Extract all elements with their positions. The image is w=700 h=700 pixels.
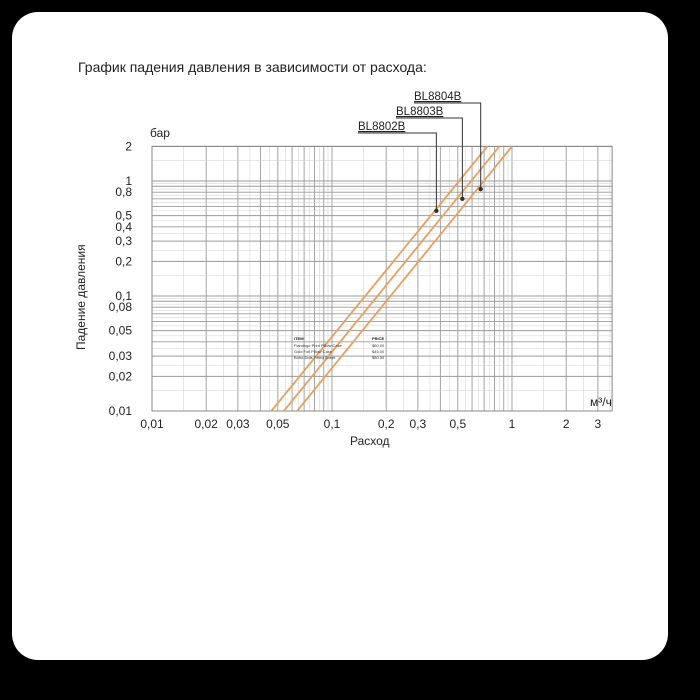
table-row-price: $80.00 <box>372 355 385 360</box>
x-axis-label: Расход <box>350 434 390 448</box>
leader-line <box>414 102 482 190</box>
y-tick-label: 1 <box>125 174 132 188</box>
chart-title: График падения давления в зависимости от… <box>78 59 427 75</box>
series-label: BL8802B <box>358 121 406 133</box>
x-tick-label: 0,02 <box>195 417 219 431</box>
series-line-BL8803B <box>283 145 500 412</box>
x-tick-label: 0,05 <box>266 417 290 431</box>
x-tick-label: 0,01 <box>140 417 164 431</box>
x-tick-label: 0,3 <box>410 417 427 431</box>
x-unit: м³/ч <box>590 395 612 409</box>
table-row-price: $45.00 <box>372 349 385 354</box>
y-tick-label: 0,8 <box>115 185 132 199</box>
series-line-BL8804B <box>296 145 513 412</box>
y-tick-label: 0,05 <box>109 324 133 338</box>
table-row-item: Boho Dots Fitted Sheet <box>294 355 336 360</box>
table-row-item: Flamingo Print Pillow Case <box>294 343 343 348</box>
series-line-BL8802B <box>270 145 489 412</box>
x-tick-label: 0,5 <box>449 417 466 431</box>
table-row-item: Gold Foil Pillow Case <box>294 349 333 354</box>
x-tick-label: 3 <box>595 417 602 431</box>
y-unit: бар <box>150 126 170 140</box>
series-marker <box>478 186 483 192</box>
leader-line <box>396 117 463 199</box>
table-row-price: $60.00 <box>372 343 385 348</box>
series-marker <box>460 196 465 202</box>
grid <box>151 145 613 412</box>
x-tick-label: 2 <box>563 417 570 431</box>
x-tick-label: 0,2 <box>378 417 395 431</box>
tick-labels: 0,01 0,02 0,03 0,05 0,1 0,2 0,3 0,5 1 2 3210,80,50… <box>109 139 602 431</box>
y-tick-label: 0,4 <box>115 220 132 234</box>
series-lines: BL8802B BL8803B BL8804B <box>270 91 513 412</box>
y-tick-label: 0,5 <box>115 209 132 223</box>
x-tick-label: 0,03 <box>226 417 250 431</box>
y-tick-label: 0,1 <box>115 289 132 303</box>
x-tick-label: 0,1 <box>324 417 341 431</box>
series-marker <box>434 208 439 214</box>
x-tick-label: 1 <box>509 417 516 431</box>
y-tick-label: 0,03 <box>109 349 133 363</box>
plot-frame <box>151 145 613 412</box>
y-tick-label: 0,08 <box>109 300 133 314</box>
series-label: BL8803B <box>396 106 444 118</box>
y-tick-label: 2 <box>125 139 132 153</box>
series-label: BL8804B <box>414 91 462 103</box>
y-axis-label: Падение давления <box>74 244 88 350</box>
table-header-price: PRICE <box>372 336 385 341</box>
overlay-table: ITEM PRICE Flamingo Print Pillow Case $6… <box>294 336 385 360</box>
table-header-item: ITEM <box>294 336 304 341</box>
y-tick-label: 0,2 <box>115 254 132 268</box>
y-tick-label: 0,01 <box>109 404 133 418</box>
y-tick-label: 0,3 <box>115 234 132 248</box>
leader-line <box>358 132 437 211</box>
y-tick-label: 0,02 <box>109 369 133 383</box>
